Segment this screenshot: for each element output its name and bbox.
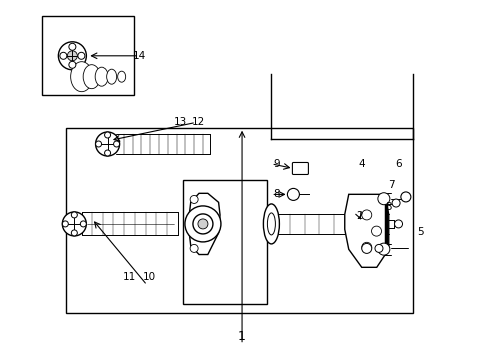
Text: 3: 3 xyxy=(385,202,391,212)
Circle shape xyxy=(193,214,212,234)
Circle shape xyxy=(80,221,86,227)
Circle shape xyxy=(62,212,86,236)
Bar xyxy=(66,128,412,313)
Circle shape xyxy=(67,51,77,61)
Circle shape xyxy=(190,244,198,252)
Text: 1: 1 xyxy=(238,330,245,343)
Circle shape xyxy=(198,219,207,229)
Ellipse shape xyxy=(71,62,92,92)
Circle shape xyxy=(377,243,389,255)
Text: 10: 10 xyxy=(142,272,155,282)
Circle shape xyxy=(377,193,389,205)
Circle shape xyxy=(361,243,371,253)
Circle shape xyxy=(184,206,221,242)
Circle shape xyxy=(104,150,110,156)
Circle shape xyxy=(69,61,76,68)
Circle shape xyxy=(391,199,399,207)
Circle shape xyxy=(60,52,67,59)
Circle shape xyxy=(95,132,120,156)
Ellipse shape xyxy=(83,65,100,89)
Circle shape xyxy=(62,221,68,227)
Text: 9: 9 xyxy=(272,159,279,169)
Circle shape xyxy=(371,226,381,236)
Circle shape xyxy=(287,188,299,201)
Circle shape xyxy=(78,52,85,59)
Circle shape xyxy=(71,212,77,218)
Circle shape xyxy=(104,132,110,138)
Text: 12: 12 xyxy=(191,117,204,127)
Ellipse shape xyxy=(95,67,108,86)
Text: 2: 2 xyxy=(355,211,362,221)
Text: 6: 6 xyxy=(394,159,401,169)
Bar xyxy=(183,180,266,304)
Circle shape xyxy=(361,242,371,252)
Circle shape xyxy=(374,244,382,252)
Text: 4: 4 xyxy=(358,159,365,169)
Polygon shape xyxy=(344,194,388,267)
Circle shape xyxy=(190,195,198,203)
Circle shape xyxy=(71,230,77,236)
Circle shape xyxy=(69,43,76,50)
Circle shape xyxy=(361,210,371,220)
Ellipse shape xyxy=(106,69,117,84)
Circle shape xyxy=(400,192,410,202)
Circle shape xyxy=(394,220,402,228)
Ellipse shape xyxy=(267,213,275,235)
Text: 11: 11 xyxy=(122,272,136,282)
Circle shape xyxy=(58,42,86,70)
Text: 8: 8 xyxy=(272,189,279,199)
Text: 14: 14 xyxy=(132,51,146,61)
Text: 7: 7 xyxy=(387,180,394,190)
Ellipse shape xyxy=(118,71,125,82)
Bar xyxy=(41,16,134,95)
Text: 5: 5 xyxy=(416,227,423,237)
Polygon shape xyxy=(189,193,220,255)
Text: 13: 13 xyxy=(174,117,187,127)
Ellipse shape xyxy=(263,204,279,244)
Circle shape xyxy=(95,141,102,147)
FancyBboxPatch shape xyxy=(292,162,308,175)
Circle shape xyxy=(113,141,120,147)
Circle shape xyxy=(212,220,220,228)
